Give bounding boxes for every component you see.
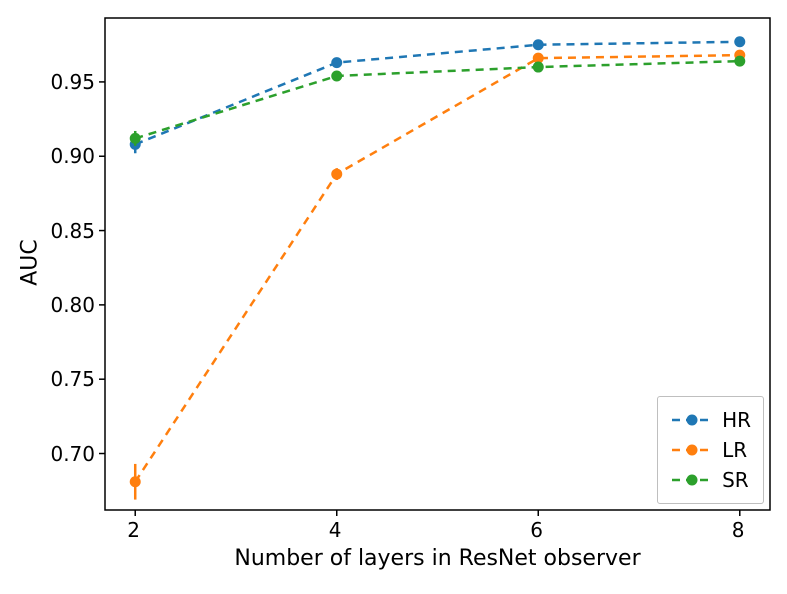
x-tick-label: 6	[530, 518, 543, 542]
legend-swatch	[670, 440, 714, 460]
legend-label: HR	[722, 408, 751, 432]
y-tick-label: 0.90	[50, 144, 95, 168]
x-tick-label: 2	[127, 518, 140, 542]
legend-label: LR	[722, 438, 747, 462]
y-axis-label: AUC	[18, 233, 43, 293]
y-tick-label: 0.75	[50, 367, 95, 391]
y-tick-label: 0.80	[50, 293, 95, 317]
legend-label: SR	[722, 468, 749, 492]
legend-swatch	[670, 470, 714, 490]
legend-item-lr: LR	[670, 435, 751, 465]
legend-box: HR LR SR	[657, 396, 764, 504]
auc-line-chart: 0.70 0.75 0.80 0.85 0.90 0.95 2 4 6 8 Nu…	[0, 0, 787, 590]
y-tick-label: 0.70	[50, 442, 95, 466]
legend-item-sr: SR	[670, 465, 751, 495]
x-tick-label: 8	[732, 518, 745, 542]
x-axis-label: Number of layers in ResNet observer	[105, 546, 770, 571]
y-tick-label: 0.85	[50, 219, 95, 243]
y-tick-label: 0.95	[50, 70, 95, 94]
x-tick-label: 4	[329, 518, 342, 542]
legend-swatch	[670, 410, 714, 430]
legend-item-hr: HR	[670, 405, 751, 435]
